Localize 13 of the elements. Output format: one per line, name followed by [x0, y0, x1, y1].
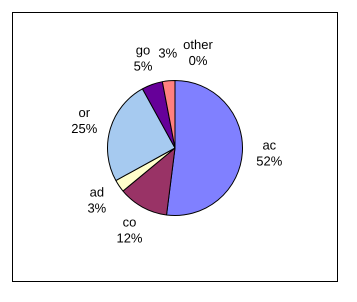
slice-label: ad — [90, 184, 104, 200]
slice-label: go — [136, 42, 150, 58]
data-label: 3% — [87, 200, 107, 216]
text: 0% — [188, 53, 208, 68]
slice-label: ac — [262, 138, 277, 153]
data-label: 5% — [134, 58, 153, 74]
slice-label: or — [78, 105, 91, 120]
data-label: 25% — [71, 121, 98, 136]
category-label: other — [183, 37, 213, 52]
data-label: 3% — [158, 46, 178, 60]
slice-label: co — [122, 214, 136, 230]
data-label: 12% — [116, 230, 143, 246]
data-label: 52% — [256, 154, 283, 169]
